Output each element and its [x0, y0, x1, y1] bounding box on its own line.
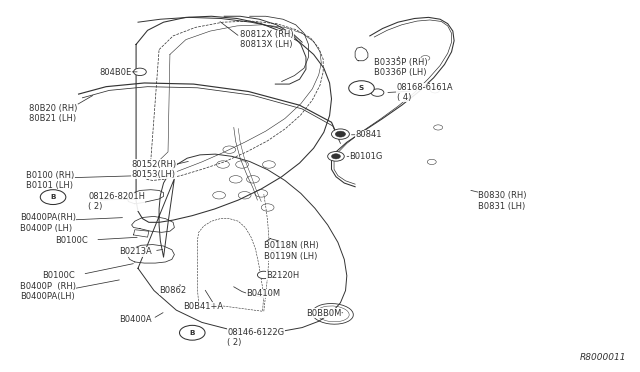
Circle shape	[335, 131, 346, 137]
Text: B0118N (RH)
B0119N (LH): B0118N (RH) B0119N (LH)	[264, 241, 319, 260]
Text: B0400A: B0400A	[119, 315, 152, 324]
Text: B0B41+A: B0B41+A	[182, 302, 223, 311]
Text: B0100C: B0100C	[55, 236, 88, 246]
Text: B0100C: B0100C	[42, 271, 75, 280]
Circle shape	[371, 89, 384, 96]
Text: S: S	[359, 85, 364, 91]
Text: B0862: B0862	[159, 286, 186, 295]
Text: 08146-6122G
( 2): 08146-6122G ( 2)	[227, 327, 285, 347]
Text: B0101G: B0101G	[349, 152, 383, 161]
Circle shape	[134, 68, 147, 76]
Text: 80841: 80841	[355, 130, 381, 140]
Text: B0410M: B0410M	[246, 289, 281, 298]
Circle shape	[349, 81, 374, 96]
Circle shape	[328, 151, 344, 161]
Text: 80152(RH)
80153(LH): 80152(RH) 80153(LH)	[132, 160, 177, 179]
Text: 804B0E: 804B0E	[100, 68, 132, 77]
Text: B2120H: B2120H	[266, 271, 299, 280]
Text: B0BB0M: B0BB0M	[306, 309, 341, 318]
Circle shape	[257, 271, 270, 279]
Text: B: B	[189, 330, 195, 336]
Text: R8000011: R8000011	[580, 353, 627, 362]
Text: 08168-6161A
( 4): 08168-6161A ( 4)	[397, 83, 453, 102]
Text: 08126-8201H
( 2): 08126-8201H ( 2)	[88, 192, 145, 211]
Circle shape	[332, 129, 349, 139]
Text: B0100 (RH)
B0101 (LH): B0100 (RH) B0101 (LH)	[26, 171, 74, 190]
Circle shape	[332, 154, 340, 159]
Text: 80812X (RH)
80813X (LH): 80812X (RH) 80813X (LH)	[240, 30, 294, 49]
Text: B0213A: B0213A	[119, 247, 152, 256]
Circle shape	[179, 326, 205, 340]
Text: 80B20 (RH)
80B21 (LH): 80B20 (RH) 80B21 (LH)	[29, 104, 78, 124]
Circle shape	[40, 190, 66, 205]
Text: B0335P (RH)
B0336P (LH): B0335P (RH) B0336P (LH)	[374, 58, 428, 77]
Text: B0400P  (RH)
B0400PA(LH): B0400P (RH) B0400PA(LH)	[20, 282, 76, 301]
Text: B0400PA(RH)
B0400P (LH): B0400PA(RH) B0400P (LH)	[20, 214, 76, 233]
Text: B: B	[51, 194, 56, 200]
Text: B0830 (RH)
B0831 (LH): B0830 (RH) B0831 (LH)	[478, 191, 527, 211]
